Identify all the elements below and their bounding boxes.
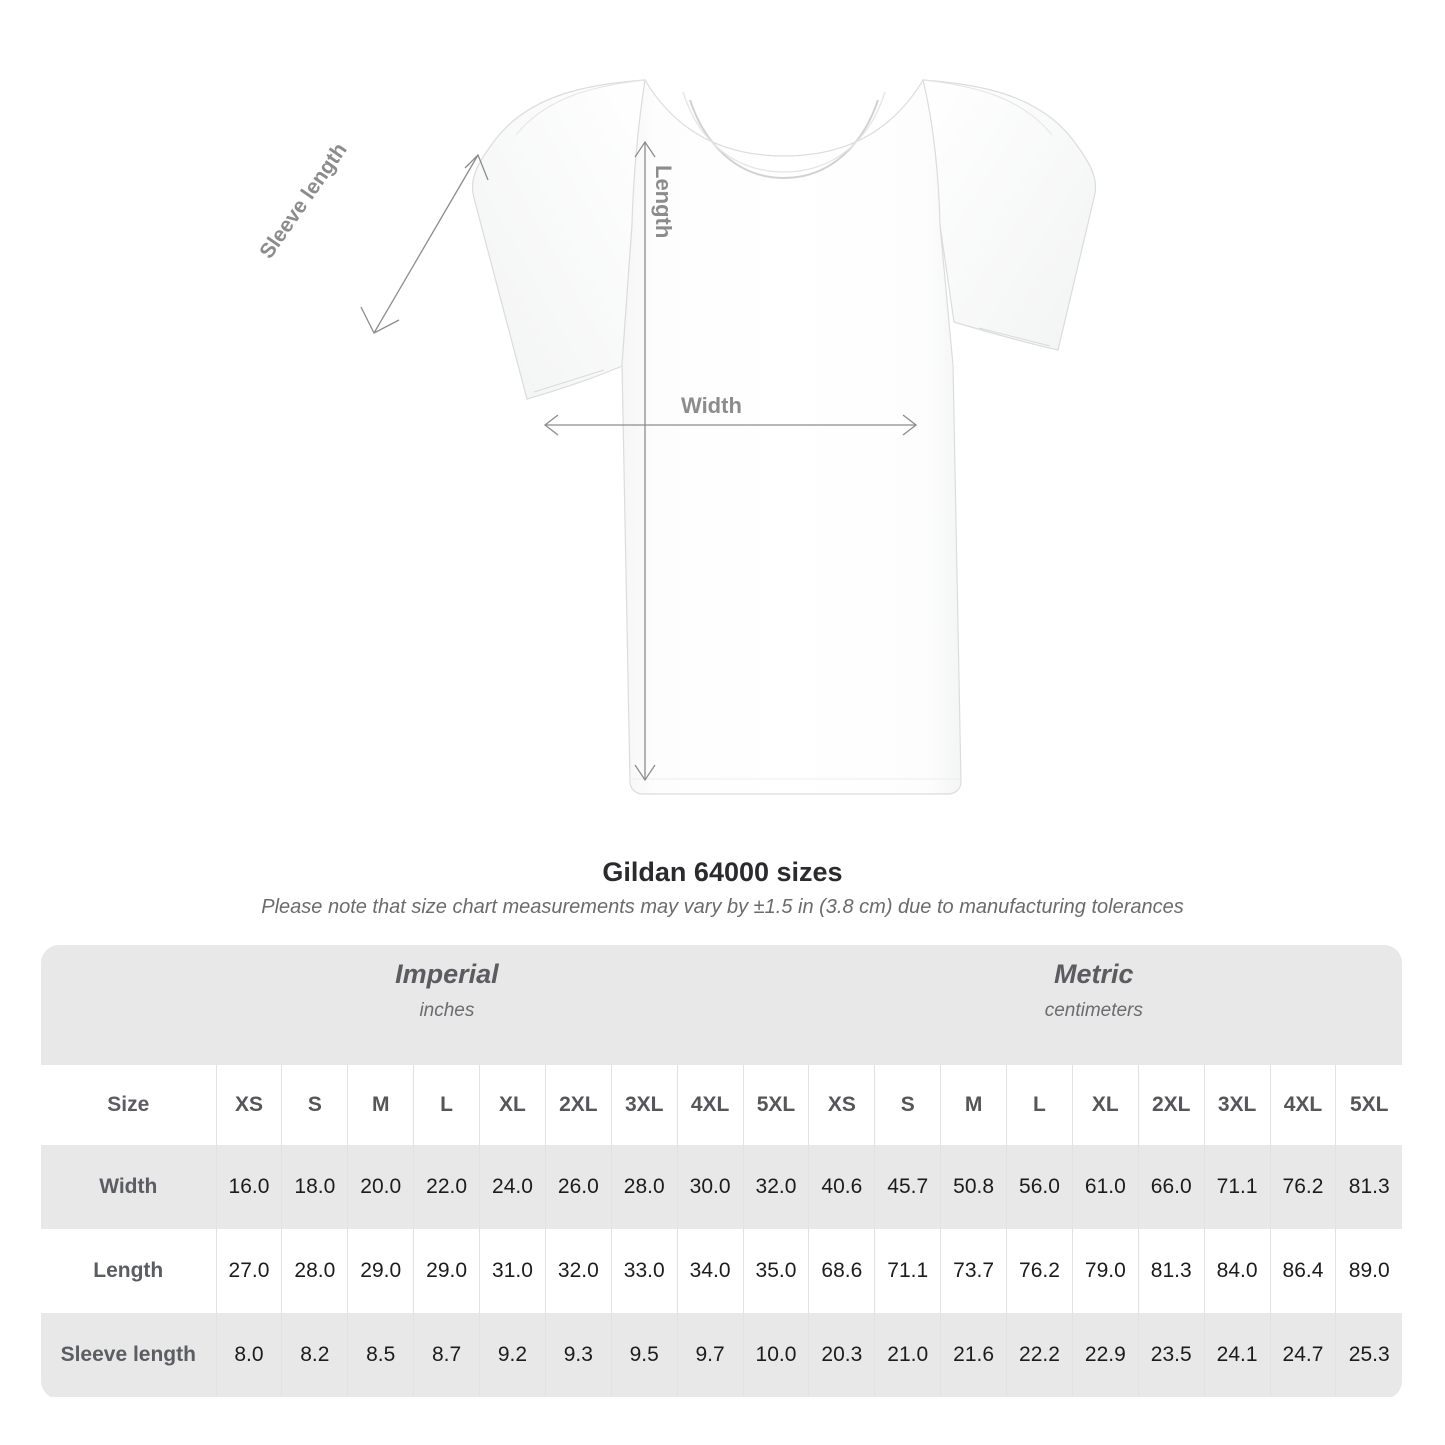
svg-text:Width: Width <box>681 393 742 418</box>
svg-text:Length: Length <box>651 165 676 238</box>
svg-text:Sleeve length: Sleeve length <box>255 139 351 263</box>
